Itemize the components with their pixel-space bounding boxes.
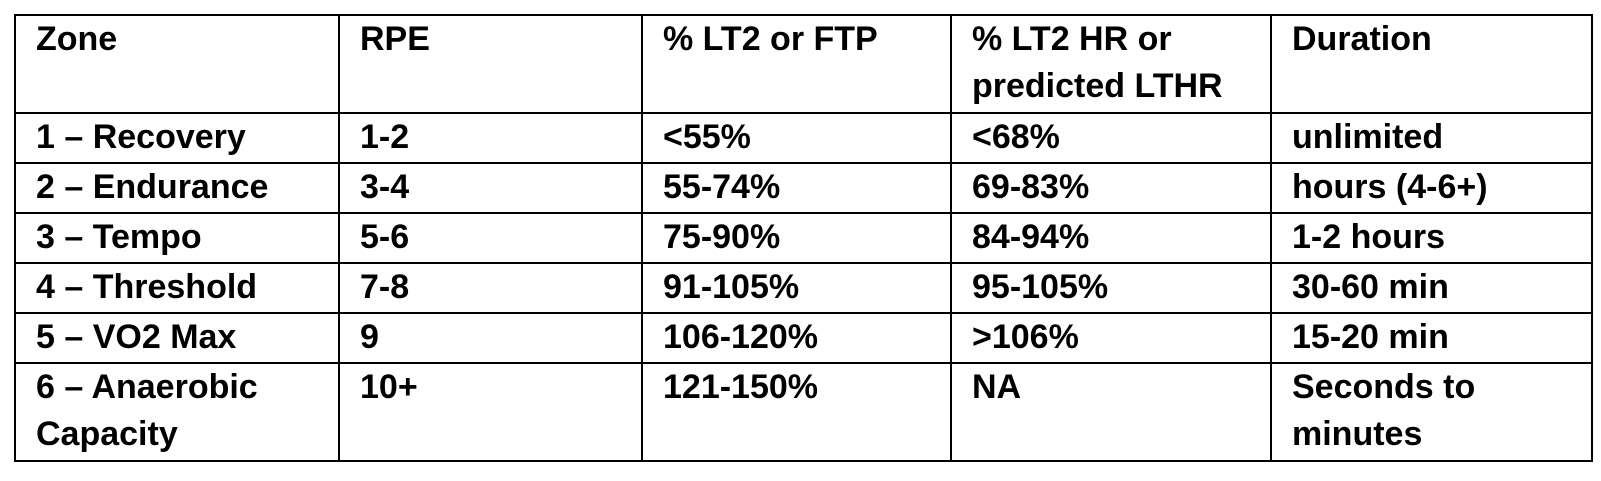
cell-duration: unlimited	[1270, 112, 1593, 164]
cell-duration: hours (4-6+)	[1270, 162, 1593, 214]
cell-lt2-ftp: 106-120%	[641, 312, 952, 364]
cell-rpe: 5-6	[338, 212, 643, 264]
cell-zone: 4 – Threshold	[14, 262, 340, 314]
header-lt2-ftp: % LT2 or FTP	[641, 14, 952, 114]
cell-rpe: 1-2	[338, 112, 643, 164]
table-row: 3 – Tempo 5-6 75-90% 84-94% 1-2 hours	[14, 212, 1593, 264]
cell-duration: Seconds to minutes	[1270, 362, 1593, 462]
header-duration: Duration	[1270, 14, 1593, 114]
cell-lt2-hr: >106%	[950, 312, 1272, 364]
header-zone: Zone	[14, 14, 340, 114]
cell-lt2-hr: 84-94%	[950, 212, 1272, 264]
cell-lt2-hr: NA	[950, 362, 1272, 462]
cell-duration: 1-2 hours	[1270, 212, 1593, 264]
header-rpe: RPE	[338, 14, 643, 114]
cell-lt2-ftp: 91-105%	[641, 262, 952, 314]
cell-duration: 30-60 min	[1270, 262, 1593, 314]
cell-rpe: 10+	[338, 362, 643, 462]
cell-lt2-hr: 69-83%	[950, 162, 1272, 214]
cell-rpe: 9	[338, 312, 643, 364]
cell-zone: 3 – Tempo	[14, 212, 340, 264]
cell-lt2-hr: <68%	[950, 112, 1272, 164]
cell-lt2-hr: 95-105%	[950, 262, 1272, 314]
cell-zone: 2 – Endurance	[14, 162, 340, 214]
cell-rpe: 3-4	[338, 162, 643, 214]
table-row: 4 – Threshold 7-8 91-105% 95-105% 30-60 …	[14, 262, 1593, 314]
table-header-row: Zone RPE % LT2 or FTP % LT2 HR or predic…	[14, 14, 1593, 114]
cell-lt2-ftp: 75-90%	[641, 212, 952, 264]
cell-lt2-ftp: 55-74%	[641, 162, 952, 214]
cell-zone: 1 – Recovery	[14, 112, 340, 164]
header-lt2-hr: % LT2 HR or predicted LTHR	[950, 14, 1272, 114]
cell-zone: 5 – VO2 Max	[14, 312, 340, 364]
cell-rpe: 7-8	[338, 262, 643, 314]
table-row: 2 – Endurance 3-4 55-74% 69-83% hours (4…	[14, 162, 1593, 214]
training-zones-table: Zone RPE % LT2 or FTP % LT2 HR or predic…	[14, 14, 1593, 462]
cell-zone: 6 – Anaerobic Capacity	[14, 362, 340, 462]
table-row: 1 – Recovery 1-2 <55% <68% unlimited	[14, 112, 1593, 164]
cell-lt2-ftp: <55%	[641, 112, 952, 164]
cell-lt2-ftp: 121-150%	[641, 362, 952, 462]
table-row: 5 – VO2 Max 9 106-120% >106% 15-20 min	[14, 312, 1593, 364]
cell-duration: 15-20 min	[1270, 312, 1593, 364]
table-row: 6 – Anaerobic Capacity 10+ 121-150% NA S…	[14, 362, 1593, 462]
